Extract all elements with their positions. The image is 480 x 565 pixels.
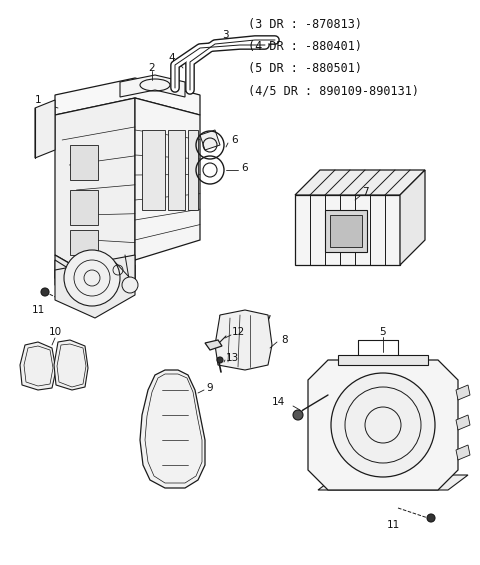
Polygon shape (55, 255, 135, 300)
Polygon shape (338, 355, 428, 365)
Polygon shape (295, 170, 425, 195)
Polygon shape (20, 342, 56, 390)
Polygon shape (55, 260, 135, 308)
Polygon shape (168, 130, 185, 210)
Circle shape (41, 288, 49, 296)
Text: 11: 11 (386, 520, 400, 530)
Text: (3 DR : -870813): (3 DR : -870813) (248, 18, 362, 31)
Text: 4: 4 (168, 53, 175, 63)
Polygon shape (318, 475, 468, 490)
Polygon shape (54, 340, 88, 390)
Text: 1: 1 (35, 95, 41, 105)
Polygon shape (135, 98, 200, 260)
Polygon shape (120, 75, 185, 97)
Text: 11: 11 (31, 305, 45, 315)
Text: 9: 9 (207, 383, 213, 393)
Polygon shape (456, 385, 470, 400)
Text: 8: 8 (282, 335, 288, 345)
Polygon shape (456, 415, 470, 430)
Circle shape (331, 373, 435, 477)
Text: 7: 7 (362, 187, 368, 197)
Text: 13: 13 (226, 353, 239, 363)
Polygon shape (205, 340, 222, 350)
Text: 6: 6 (232, 135, 238, 145)
Text: (4 DR : -880401): (4 DR : -880401) (248, 40, 362, 53)
Text: 10: 10 (48, 327, 61, 337)
Text: 6: 6 (242, 163, 248, 173)
Polygon shape (142, 130, 165, 210)
Text: 12: 12 (231, 327, 245, 337)
Circle shape (217, 357, 223, 363)
Polygon shape (200, 130, 220, 150)
Polygon shape (295, 195, 400, 265)
Polygon shape (308, 360, 458, 490)
Circle shape (122, 277, 138, 293)
Polygon shape (70, 145, 98, 180)
Polygon shape (55, 78, 200, 115)
Polygon shape (325, 210, 367, 252)
Polygon shape (55, 255, 135, 318)
Polygon shape (400, 170, 425, 265)
Text: (4/5 DR : 890109-890131): (4/5 DR : 890109-890131) (248, 84, 419, 97)
Circle shape (427, 514, 435, 522)
Polygon shape (70, 230, 98, 255)
Text: 2: 2 (149, 63, 156, 73)
Polygon shape (330, 215, 362, 247)
Circle shape (64, 250, 120, 306)
Polygon shape (55, 98, 135, 278)
Text: 3: 3 (222, 30, 228, 40)
Text: 14: 14 (271, 397, 285, 407)
Polygon shape (35, 100, 55, 158)
Polygon shape (215, 310, 272, 370)
Text: 5: 5 (380, 327, 386, 337)
Circle shape (293, 410, 303, 420)
Text: (5 DR : -880501): (5 DR : -880501) (248, 62, 362, 75)
Polygon shape (140, 370, 205, 488)
Polygon shape (456, 445, 470, 460)
Polygon shape (70, 190, 98, 225)
Polygon shape (188, 130, 198, 210)
